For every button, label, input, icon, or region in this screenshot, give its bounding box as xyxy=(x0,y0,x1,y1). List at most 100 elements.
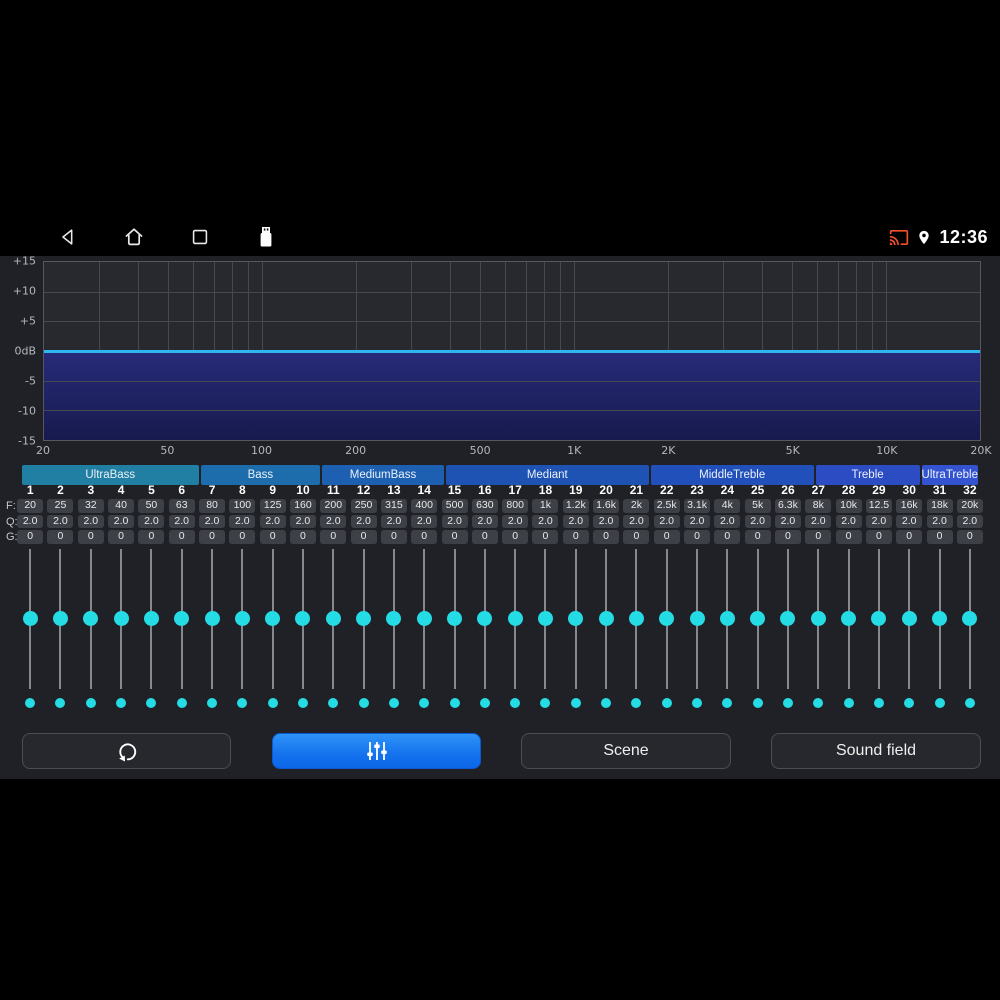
slider-knob[interactable] xyxy=(841,611,857,626)
slider-knob[interactable] xyxy=(628,611,644,626)
g-value-cell[interactable]: 0 xyxy=(47,530,74,544)
q-value-cell[interactable]: 2.0 xyxy=(259,514,286,528)
slider-knob[interactable] xyxy=(750,611,766,626)
g-value-cell[interactable]: 0 xyxy=(502,530,529,544)
q-value-cell[interactable]: 2.0 xyxy=(774,514,801,528)
slider-knob[interactable] xyxy=(356,611,372,626)
q-value-cell[interactable]: 2.0 xyxy=(350,514,377,528)
slider-knob[interactable] xyxy=(659,611,675,626)
q-value-cell[interactable]: 2.0 xyxy=(108,514,135,528)
f-value-cell[interactable]: 20 xyxy=(17,499,44,513)
gain-slider[interactable] xyxy=(477,548,493,689)
gain-slider[interactable] xyxy=(325,548,341,689)
gain-slider[interactable] xyxy=(174,548,190,689)
q-value-cell[interactable]: 2.0 xyxy=(77,514,104,528)
f-value-cell[interactable]: 200 xyxy=(320,499,347,513)
q-value-cell[interactable]: 2.0 xyxy=(289,514,316,528)
sound-field-button[interactable]: Sound field xyxy=(771,733,981,769)
slider-knob[interactable] xyxy=(265,611,281,626)
q-value-cell[interactable]: 2.0 xyxy=(714,514,741,528)
g-value-cell[interactable]: 0 xyxy=(17,530,44,544)
gain-slider[interactable] xyxy=(204,548,220,689)
slider-knob[interactable] xyxy=(295,611,311,626)
q-value-cell[interactable]: 2.0 xyxy=(411,514,438,528)
slider-knob[interactable] xyxy=(962,611,978,626)
slider-knob[interactable] xyxy=(537,611,553,626)
f-value-cell[interactable]: 20k xyxy=(956,499,983,513)
gain-slider[interactable] xyxy=(901,548,917,689)
slider-knob[interactable] xyxy=(568,611,584,626)
q-value-cell[interactable]: 2.0 xyxy=(805,514,832,528)
g-value-cell[interactable]: 0 xyxy=(108,530,135,544)
gain-slider[interactable] xyxy=(659,548,675,689)
slider-knob[interactable] xyxy=(447,611,463,626)
f-value-cell[interactable]: 630 xyxy=(471,499,498,513)
slider-knob[interactable] xyxy=(113,611,129,626)
g-value-cell[interactable]: 0 xyxy=(956,530,983,544)
g-value-cell[interactable]: 0 xyxy=(320,530,347,544)
gain-slider[interactable] xyxy=(447,548,463,689)
f-value-cell[interactable]: 63 xyxy=(168,499,195,513)
f-value-cell[interactable]: 160 xyxy=(289,499,316,513)
g-value-cell[interactable]: 0 xyxy=(289,530,316,544)
f-value-cell[interactable]: 1.6k xyxy=(593,499,620,513)
gain-slider[interactable] xyxy=(841,548,857,689)
band-segment[interactable]: MiddleTreble xyxy=(650,465,814,485)
gain-slider[interactable] xyxy=(962,548,978,689)
gain-slider[interactable] xyxy=(22,548,38,689)
g-value-cell[interactable]: 0 xyxy=(835,530,862,544)
gain-slider[interactable] xyxy=(537,548,553,689)
band-segment[interactable]: UltraTreble xyxy=(921,465,978,485)
q-value-cell[interactable]: 2.0 xyxy=(684,514,711,528)
scene-button[interactable]: Scene xyxy=(521,733,731,769)
g-value-cell[interactable]: 0 xyxy=(562,530,589,544)
g-value-cell[interactable]: 0 xyxy=(623,530,650,544)
equalizer-tab-button[interactable] xyxy=(272,733,481,769)
q-value-cell[interactable]: 2.0 xyxy=(502,514,529,528)
band-segment[interactable]: Bass xyxy=(200,465,321,485)
slider-knob[interactable] xyxy=(598,611,614,626)
g-value-cell[interactable]: 0 xyxy=(380,530,407,544)
slider-knob[interactable] xyxy=(52,611,68,626)
g-value-cell[interactable]: 0 xyxy=(896,530,923,544)
recents-button[interactable] xyxy=(187,224,213,250)
slider-knob[interactable] xyxy=(234,611,250,626)
gain-slider[interactable] xyxy=(113,548,129,689)
g-value-cell[interactable]: 0 xyxy=(441,530,468,544)
g-value-cell[interactable]: 0 xyxy=(593,530,620,544)
q-value-cell[interactable]: 2.0 xyxy=(623,514,650,528)
gain-slider[interactable] xyxy=(295,548,311,689)
band-segment[interactable]: Treble xyxy=(815,465,920,485)
gain-slider[interactable] xyxy=(416,548,432,689)
q-value-cell[interactable]: 2.0 xyxy=(320,514,347,528)
gain-slider[interactable] xyxy=(780,548,796,689)
slider-knob[interactable] xyxy=(901,611,917,626)
gain-slider[interactable] xyxy=(83,548,99,689)
slider-knob[interactable] xyxy=(477,611,493,626)
gain-slider[interactable] xyxy=(598,548,614,689)
gain-slider[interactable] xyxy=(234,548,250,689)
q-value-cell[interactable]: 2.0 xyxy=(168,514,195,528)
f-value-cell[interactable]: 500 xyxy=(441,499,468,513)
q-value-cell[interactable]: 2.0 xyxy=(380,514,407,528)
g-value-cell[interactable]: 0 xyxy=(411,530,438,544)
q-value-cell[interactable]: 2.0 xyxy=(138,514,165,528)
q-value-cell[interactable]: 2.0 xyxy=(653,514,680,528)
f-value-cell[interactable]: 100 xyxy=(229,499,256,513)
back-button[interactable] xyxy=(55,224,81,250)
f-value-cell[interactable]: 12.5 xyxy=(865,499,892,513)
slider-knob[interactable] xyxy=(507,611,523,626)
band-segment[interactable]: Mediant xyxy=(445,465,649,485)
f-value-cell[interactable]: 32 xyxy=(77,499,104,513)
g-value-cell[interactable]: 0 xyxy=(714,530,741,544)
f-value-cell[interactable]: 3.1k xyxy=(684,499,711,513)
home-button[interactable] xyxy=(121,224,147,250)
band-segment[interactable]: MediumBass xyxy=(322,465,444,485)
band-segment[interactable]: UltraBass xyxy=(22,465,199,485)
slider-knob[interactable] xyxy=(174,611,190,626)
f-value-cell[interactable]: 10k xyxy=(835,499,862,513)
f-value-cell[interactable]: 1.2k xyxy=(562,499,589,513)
f-value-cell[interactable]: 2.5k xyxy=(653,499,680,513)
f-value-cell[interactable]: 800 xyxy=(502,499,529,513)
g-value-cell[interactable]: 0 xyxy=(168,530,195,544)
